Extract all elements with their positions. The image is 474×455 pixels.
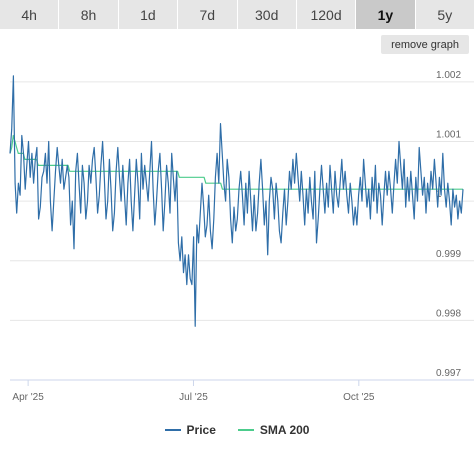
- y-tick-label: 1.002: [436, 70, 461, 81]
- y-tick-label: 0.998: [436, 308, 461, 319]
- legend-label: SMA 200: [259, 423, 310, 437]
- range-tab-5y[interactable]: 5y: [415, 0, 474, 29]
- legend-item-sma-200[interactable]: SMA 200: [237, 423, 310, 437]
- x-tick-label: Apr '25: [12, 392, 44, 403]
- x-axis: Apr '25 Jul '25 Oct '25: [10, 379, 474, 403]
- remove-graph-button[interactable]: remove graph: [381, 35, 469, 54]
- time-range-tabs: 4h 8h 1d 7d 30d 120d 1y 5y: [0, 0, 474, 29]
- y-tick-label: 0.999: [436, 249, 461, 260]
- legend-item-price[interactable]: Price: [164, 423, 216, 437]
- range-tab-8h[interactable]: 8h: [59, 0, 119, 29]
- y-tick-label: 1.001: [436, 130, 461, 141]
- y-tick-label: 0.997: [436, 368, 461, 379]
- range-tab-7d[interactable]: 7d: [178, 0, 238, 29]
- range-tab-4h[interactable]: 4h: [0, 0, 60, 29]
- range-tab-1y[interactable]: 1y: [356, 0, 416, 29]
- range-tab-1d[interactable]: 1d: [118, 0, 179, 29]
- x-tick-label: Oct '25: [343, 392, 375, 403]
- range-tab-30d[interactable]: 30d: [237, 0, 297, 29]
- chart-grid: [10, 81, 474, 381]
- legend-swatch: [164, 429, 181, 431]
- range-tab-120d[interactable]: 120d: [296, 0, 357, 29]
- chart-series: [9, 75, 464, 327]
- legend-label: Price: [186, 423, 216, 437]
- chart-legend: Price SMA 200: [0, 420, 474, 440]
- legend-swatch: [237, 429, 254, 431]
- x-tick-label: Jul '25: [179, 392, 208, 403]
- series-line-price: [9, 75, 464, 327]
